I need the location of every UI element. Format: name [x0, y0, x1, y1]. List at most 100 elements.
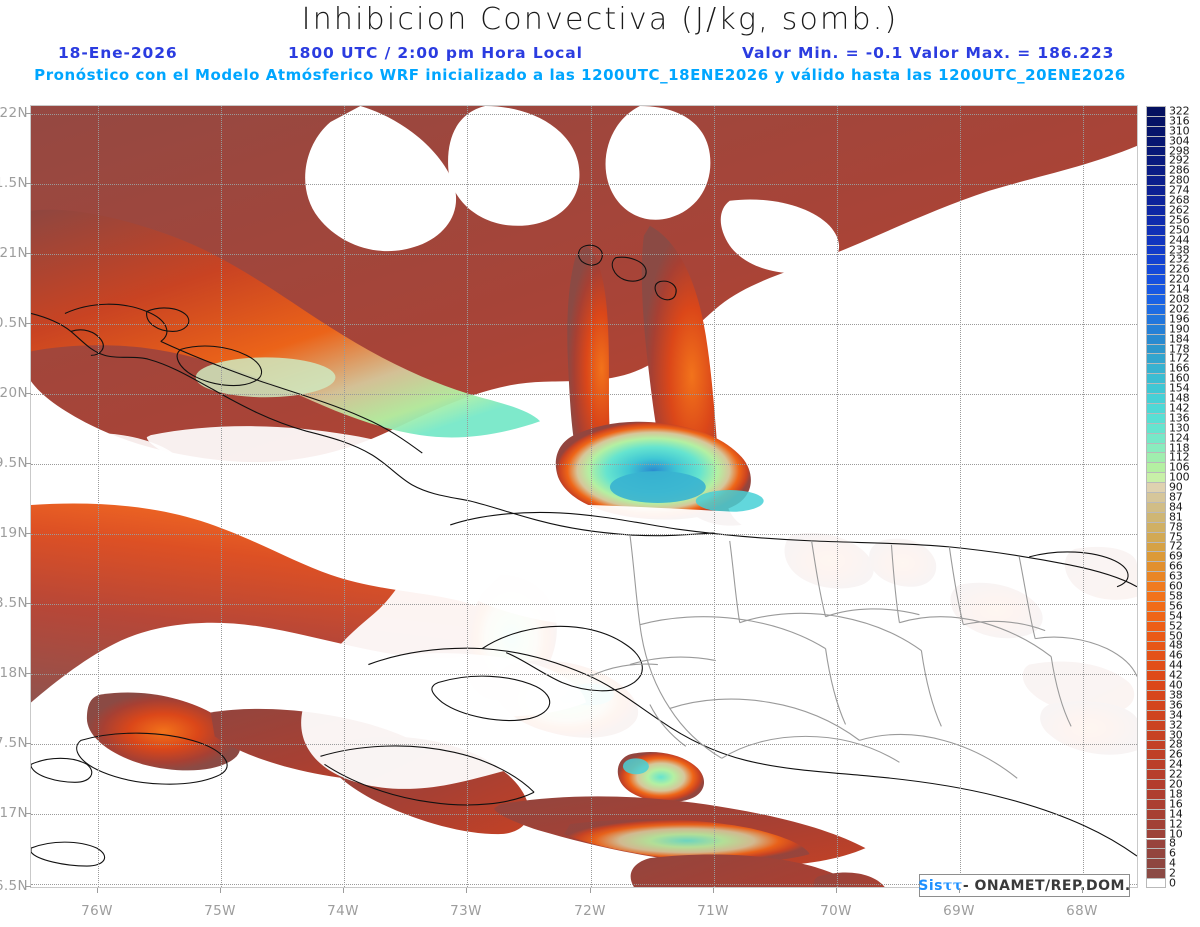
colorbar-tick-label: 190	[1169, 322, 1190, 336]
forecast-time: 1800 UTC / 2:00 pm Hora Local	[288, 44, 583, 62]
xtick-label: 74W	[327, 903, 359, 919]
colorbar-tick-label: 10	[1169, 827, 1183, 841]
colorbar-swatch	[1146, 264, 1166, 275]
colorbar-swatch	[1146, 828, 1166, 839]
colorbar-tick-label: 52	[1169, 619, 1183, 633]
colorbar-tick-label: 0	[1169, 876, 1176, 890]
ytick-label: 1.5N	[0, 175, 28, 191]
logo-pi-symbol: ττ	[942, 877, 963, 894]
colorbar-swatch	[1146, 402, 1166, 413]
colorbar-swatch	[1146, 818, 1166, 829]
colorbar-tick-label: 24	[1169, 757, 1183, 771]
colorbar-tick-label: 292	[1169, 153, 1190, 167]
colorbar-swatch	[1146, 581, 1166, 592]
xtick-mark	[959, 888, 960, 893]
colorbar-tick-label: 286	[1169, 163, 1190, 177]
colorbar-swatch	[1146, 759, 1166, 770]
colorbar-swatch	[1146, 353, 1166, 364]
colorbar-tick-label: 172	[1169, 351, 1190, 365]
colorbar-swatch	[1146, 492, 1166, 502]
colorbar-tick-label: 32	[1169, 718, 1183, 732]
colorbar-tick-label: 232	[1169, 252, 1190, 266]
cin-spot-central-2-core	[622, 758, 649, 775]
colorbar-swatch	[1146, 472, 1166, 483]
colorbar-tick-label: 30	[1169, 728, 1183, 742]
xtick-label: 68W	[1066, 903, 1098, 919]
cin-peak-secondary	[695, 490, 764, 512]
colorbar-tick-label: 56	[1169, 599, 1183, 613]
ytick-label: 21N	[0, 245, 28, 261]
colorbar-swatch	[1146, 333, 1166, 344]
colorbar-tick-label: 106	[1169, 460, 1190, 474]
xtick-mark	[1082, 888, 1083, 893]
colorbar-tick-label: 66	[1169, 559, 1183, 573]
colorbar-swatch	[1146, 135, 1166, 146]
colorbar-tick-label: 14	[1169, 807, 1183, 821]
colorbar-tick-label: 124	[1169, 431, 1190, 445]
colorbar-swatch	[1146, 383, 1166, 394]
ytick-mark	[26, 113, 31, 114]
ytick-mark	[26, 886, 31, 887]
colorbar-tick-label: 78	[1169, 520, 1183, 534]
colorbar-swatch	[1146, 680, 1166, 691]
colorbar-tick-label: 208	[1169, 292, 1190, 306]
ytick-label: 8.5N	[0, 595, 28, 611]
colorbar-tick-label: 63	[1169, 569, 1183, 583]
colorbar	[1146, 106, 1166, 888]
cin-band-north-cuba	[31, 209, 541, 438]
ytick-mark	[26, 603, 31, 604]
cin-band-south-dr-core	[564, 819, 810, 863]
colorbar-swatch	[1146, 858, 1166, 869]
ytick-label: 22N	[0, 105, 28, 121]
colorbar-swatch	[1146, 660, 1166, 671]
colorbar-swatch	[1146, 284, 1166, 295]
xtick-label: 73W	[450, 903, 482, 919]
colorbar-swatch	[1146, 185, 1166, 196]
cin-lobe-se-3	[813, 872, 885, 887]
page-title: Inhibicion Convectiva (J/kg, somb.)	[301, 2, 899, 37]
colorbar-tick-label: 60	[1169, 579, 1183, 593]
colorbar-swatch	[1146, 195, 1166, 205]
cin-gap-atlantic-1	[305, 106, 457, 252]
colorbar-swatch	[1146, 739, 1166, 750]
ytick-mark	[26, 673, 31, 674]
colorbar-swatch	[1146, 699, 1166, 710]
ytick-label: 6.5N	[0, 878, 28, 894]
colorbar-swatch	[1146, 868, 1166, 879]
colorbar-tick-label: 142	[1169, 401, 1190, 415]
xtick-label: 69W	[943, 903, 975, 919]
colorbar-swatch	[1146, 323, 1166, 334]
colorbar-swatch	[1146, 175, 1166, 186]
colorbar-swatch	[1146, 452, 1166, 463]
colorbar-swatch	[1146, 224, 1166, 235]
land-mask-cuba-east	[146, 426, 501, 510]
colorbar-swatch	[1146, 501, 1166, 512]
colorbar-tick-label: 2	[1169, 866, 1176, 880]
colorbar-swatch	[1146, 610, 1166, 621]
colorbar-tick-label: 54	[1169, 609, 1183, 623]
colorbar-tick-label: 42	[1169, 668, 1183, 682]
colorbar-tick-label: 84	[1169, 500, 1183, 514]
ytick-mark	[26, 393, 31, 394]
colorbar-swatch	[1146, 521, 1166, 532]
colorbar-swatch	[1146, 630, 1166, 641]
colorbar-tick-label: 160	[1169, 371, 1190, 385]
colorbar-tick-label: 16	[1169, 797, 1183, 811]
map-plot-area	[30, 105, 1138, 888]
colorbar-swatch	[1146, 363, 1166, 374]
land-mask-cuba-west	[59, 432, 185, 494]
colorbar-tick-label: 34	[1169, 708, 1183, 722]
colorbar-tick-label: 87	[1169, 490, 1183, 504]
colorbar-tick-label: 154	[1169, 381, 1190, 395]
colorbar-tick-label: 262	[1169, 203, 1190, 217]
colorbar-tick-label: 178	[1169, 342, 1190, 356]
colorbar-swatch	[1146, 313, 1166, 324]
xtick-label: 72W	[574, 903, 606, 919]
colorbar-tick-label: 322	[1169, 104, 1190, 118]
colorbar-swatch	[1146, 838, 1166, 849]
colorbar-tick-label: 4	[1169, 856, 1176, 870]
colorbar-swatch	[1146, 482, 1166, 493]
cin-patch-jamaica	[86, 692, 241, 771]
colorbar-tick-label: 220	[1169, 272, 1190, 286]
